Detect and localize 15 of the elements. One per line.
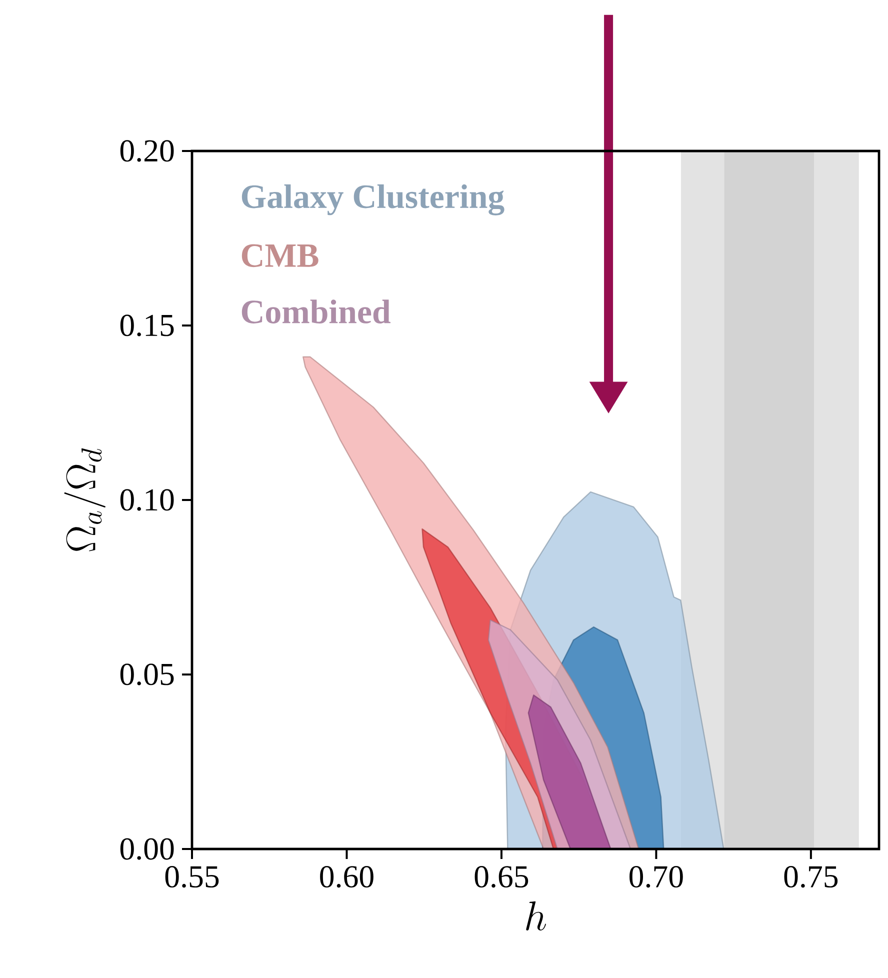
- x-tick-label: 0.75: [784, 866, 838, 888]
- x-tick-label: 0.65: [474, 866, 528, 888]
- text: Combined: [242, 300, 390, 324]
- y-tick-label: 0.20: [120, 140, 174, 162]
- y-axis-title: $\Omega_a/\Omega_d$: [64, 448, 106, 552]
- text: CMB: [242, 244, 318, 268]
- y-tick-label: 0.00: [120, 838, 174, 860]
- text: Galaxy Clustering: [242, 184, 504, 216]
- x-tick-label: 0.60: [320, 866, 374, 888]
- y-tick-label: 0.05: [120, 664, 174, 686]
- y-tick-label: 0.10: [120, 489, 174, 511]
- x-tick-label: 0.55: [165, 866, 219, 888]
- x-tick-label: 0.70: [630, 866, 683, 888]
- y-tick-label: 0.15: [120, 314, 174, 336]
- x-axis-title: $h$: [526, 901, 546, 930]
